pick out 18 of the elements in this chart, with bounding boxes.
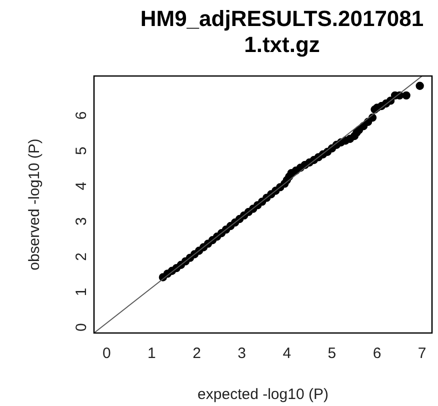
x-tick-label: 4 <box>282 345 292 362</box>
y-tick-label: 0 <box>73 323 90 332</box>
x-tick-label: 7 <box>418 345 426 362</box>
y-tick-label: 4 <box>73 182 90 190</box>
x-tick-label: 5 <box>328 345 336 362</box>
y-tick-label: 6 <box>73 111 90 120</box>
y-tick-label: 3 <box>73 217 90 226</box>
x-axis-title: expected -log10 (P) <box>198 386 328 404</box>
x-tick-label: 2 <box>192 345 201 362</box>
y-tick-label: 5 <box>73 146 90 155</box>
y-tick-label: 2 <box>73 252 90 261</box>
x-tick-label: 0 <box>102 345 111 362</box>
x-tick-label: 6 <box>372 345 382 362</box>
y-axis-title: observed -log10 (P) <box>26 138 44 270</box>
x-tick-label: 3 <box>238 345 246 362</box>
y-tick-label: 1 <box>73 288 90 296</box>
chart-title: HM9_adjRESULTS.20170811.txt.gz <box>139 6 425 58</box>
x-tick-label: 1 <box>148 345 156 362</box>
